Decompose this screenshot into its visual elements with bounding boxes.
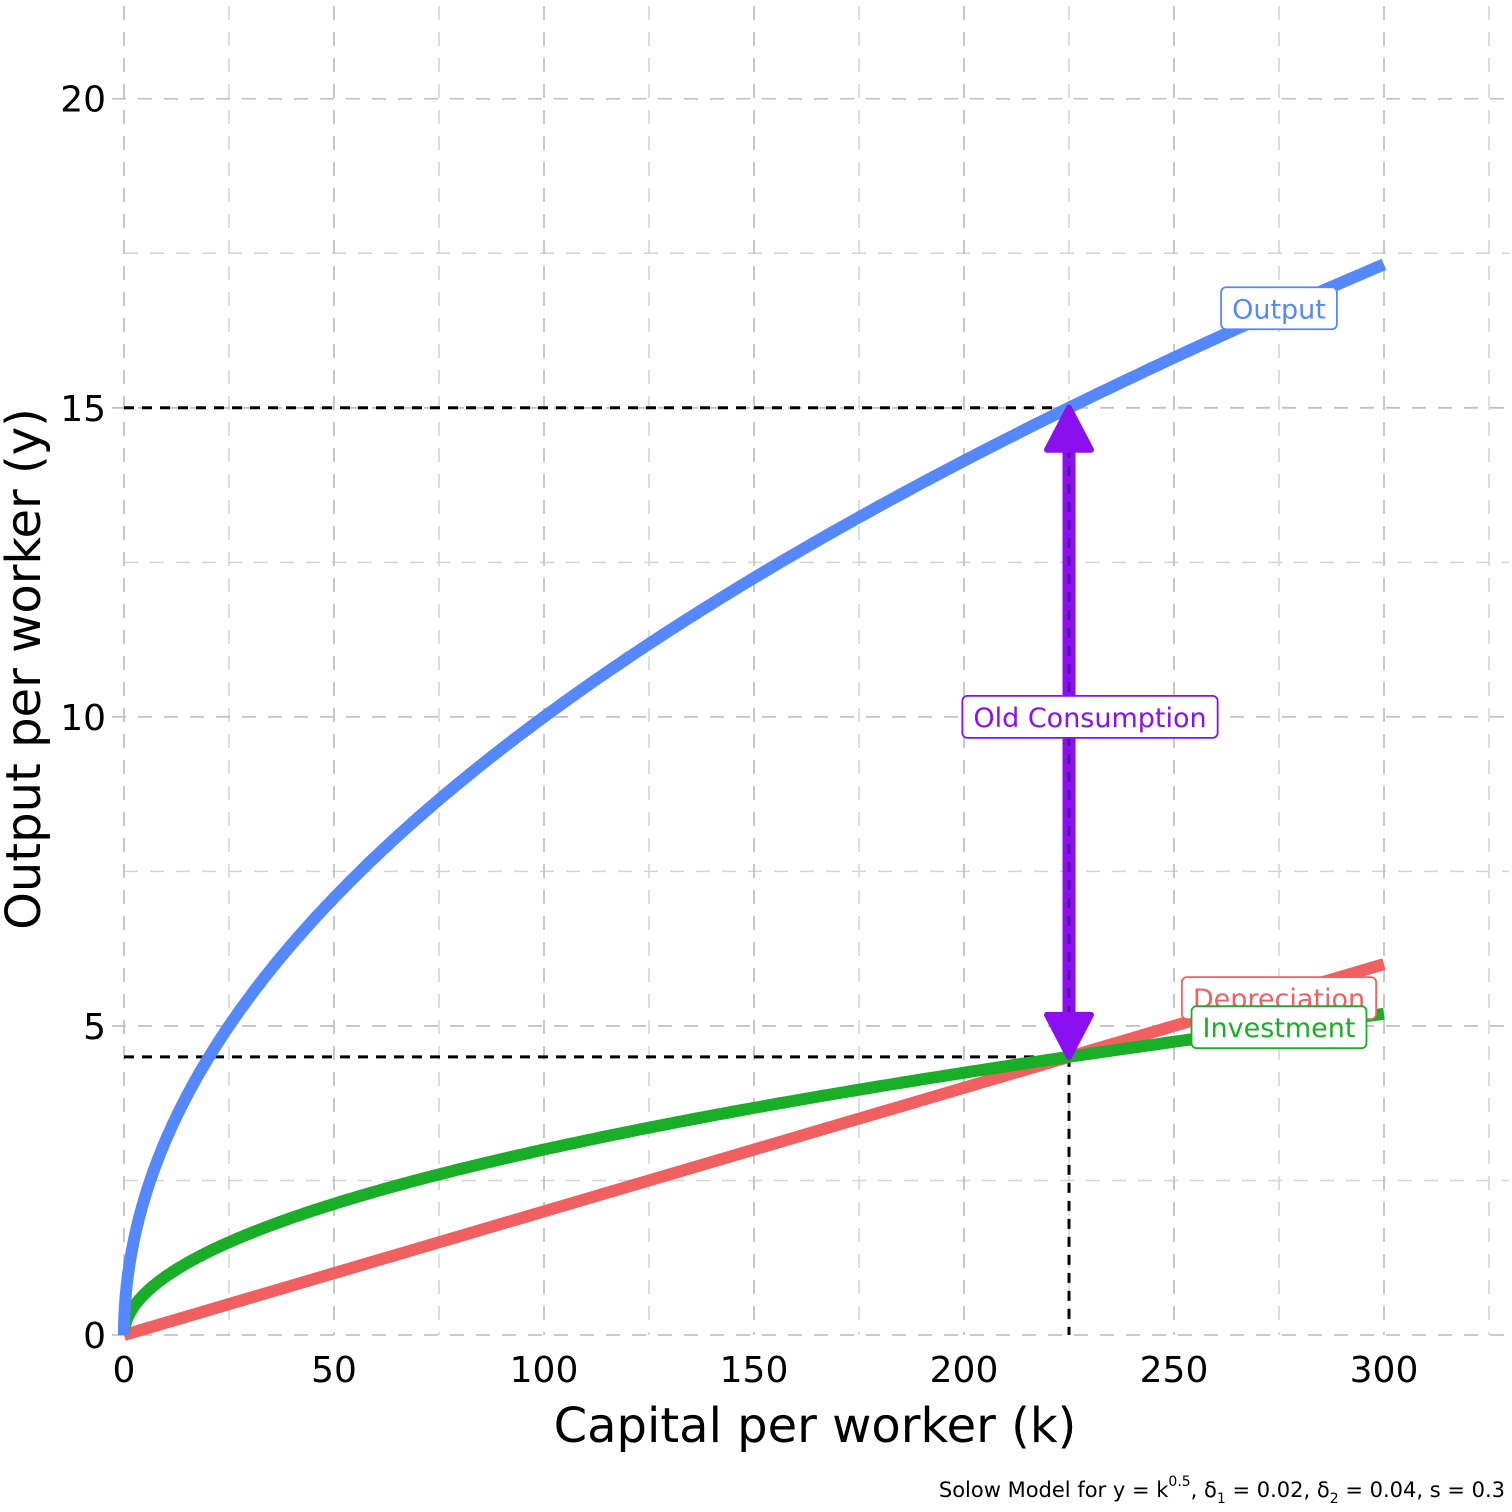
series-line-output (118, 258, 1387, 1338)
grid-major (112, 6, 1509, 1336)
x-tick-label: 0 (113, 1350, 136, 1391)
y-axis-title: Output per worker (y) (0, 408, 52, 930)
x-tick-label: 300 (1350, 1350, 1419, 1391)
caption-prefix: Solow Model for y = k (939, 1478, 1169, 1502)
y-tick-label: 0 (83, 1316, 106, 1357)
caption-exponent: 0.5 (1168, 1474, 1190, 1490)
label-old-consumption-box (961, 694, 1219, 739)
caption-delta-2-sub: 2 (1330, 1491, 1339, 1507)
series-line-investment (118, 1007, 1385, 1340)
arrow-head-down (1044, 1011, 1094, 1060)
label-investment: Investment (1190, 1005, 1368, 1050)
x-tick-labels: 0 50 100 150 200 250 300 (113, 1350, 1419, 1391)
series-line-depreciation (122, 958, 1386, 1341)
y-tick-labels: 0 5 10 15 20 (60, 80, 106, 1357)
x-tick-label: 250 (1140, 1350, 1209, 1391)
reference-lines (124, 406, 1071, 1335)
caption-delta-2-value: = 0.04, s = 0.3 (1339, 1478, 1505, 1502)
caption-delta-1-value: = 0.02, (1226, 1478, 1317, 1502)
series-layer (118, 258, 1387, 1341)
y-tick-label: 5 (83, 1007, 106, 1048)
x-tick-label: 100 (510, 1350, 579, 1391)
caption-delta-2: δ (1317, 1478, 1330, 1502)
y-tick-label: 20 (60, 80, 106, 121)
caption-delta-1: δ (1204, 1478, 1217, 1502)
x-axis-title: Capital per worker (k) (554, 1398, 1077, 1454)
arrow-head-up (1044, 404, 1094, 453)
label-output-box (1220, 286, 1338, 331)
label-output: Output (1220, 286, 1338, 331)
chart-caption: Solow Model for y = k0.5, δ1 = 0.02, δ2 … (939, 1474, 1505, 1507)
label-output-text: Output (1232, 294, 1326, 325)
y-tick-label: 15 (60, 389, 106, 430)
label-old-consumption-text: Old Consumption (973, 703, 1206, 734)
label-investment-box (1190, 1005, 1368, 1050)
x-tick-label: 50 (311, 1350, 357, 1391)
label-investment-text: Investment (1203, 1013, 1356, 1044)
x-tick-label: 150 (720, 1350, 789, 1391)
x-tick-label: 200 (930, 1350, 999, 1391)
caption-sep: , (1191, 1478, 1204, 1502)
grid-minor (124, 6, 1509, 1335)
caption-delta-1-sub: 1 (1217, 1491, 1226, 1507)
y-tick-label: 10 (60, 698, 106, 739)
label-old-consumption: Old Consumption (961, 694, 1219, 739)
